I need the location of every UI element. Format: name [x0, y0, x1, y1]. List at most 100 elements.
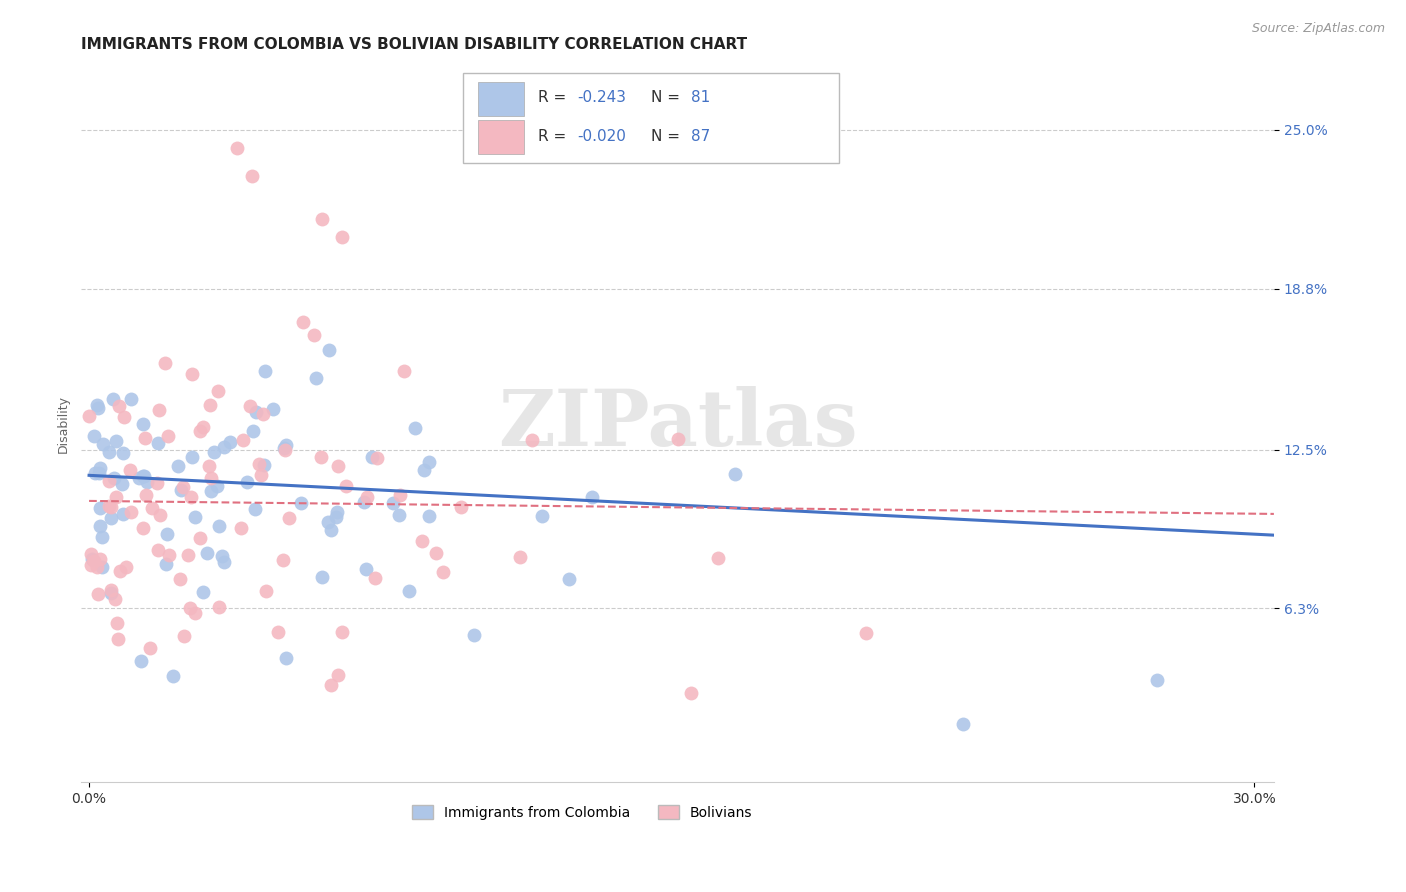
Point — [100, 500, 122, 515]
Point — [112, 446, 135, 460]
Point — [149, 508, 172, 522]
Text: R =: R = — [538, 90, 571, 105]
Point — [262, 402, 284, 417]
Point — [276, 438, 298, 452]
Point — [316, 515, 339, 529]
Point — [274, 651, 297, 665]
Point — [115, 560, 138, 574]
Point — [156, 429, 179, 443]
Point — [271, 552, 294, 566]
Point — [249, 457, 271, 471]
Point — [724, 467, 747, 481]
Point — [326, 505, 349, 519]
Point — [277, 511, 299, 525]
Point — [105, 615, 128, 630]
Point — [91, 530, 114, 544]
Point — [404, 420, 426, 434]
Point — [120, 505, 142, 519]
Point — [335, 479, 357, 493]
Point — [418, 509, 440, 524]
Point — [520, 433, 543, 447]
Point — [89, 518, 111, 533]
FancyBboxPatch shape — [478, 120, 524, 154]
Point — [104, 434, 127, 449]
Text: N =: N = — [651, 90, 685, 105]
Point — [146, 436, 169, 450]
Point — [157, 548, 180, 562]
Point — [309, 450, 332, 464]
Point — [235, 475, 257, 490]
Point — [398, 583, 420, 598]
Text: ZIPatlas: ZIPatlas — [498, 386, 858, 462]
Point — [87, 466, 110, 480]
Point — [87, 587, 110, 601]
Point — [134, 431, 156, 445]
Point — [530, 509, 553, 524]
Point — [311, 569, 333, 583]
Point — [132, 469, 155, 483]
Point — [100, 511, 122, 525]
Point — [110, 564, 132, 578]
Point — [193, 419, 215, 434]
Point — [183, 509, 205, 524]
Point — [97, 475, 120, 489]
Point — [169, 483, 191, 497]
Point — [450, 500, 472, 514]
Point — [89, 461, 111, 475]
Point — [305, 370, 328, 384]
Point — [162, 669, 184, 683]
Point — [103, 392, 125, 406]
Point — [207, 384, 229, 398]
Point — [188, 424, 211, 438]
Point — [200, 399, 222, 413]
Point — [128, 471, 150, 485]
Point — [219, 434, 242, 449]
Point — [707, 550, 730, 565]
Point — [180, 367, 202, 381]
Point — [112, 410, 135, 425]
Point — [108, 399, 131, 413]
Point — [156, 527, 179, 541]
Point — [364, 571, 387, 585]
Text: Source: ZipAtlas.com: Source: ZipAtlas.com — [1251, 22, 1385, 36]
Point — [205, 479, 228, 493]
Point — [177, 548, 200, 562]
Point — [202, 445, 225, 459]
Point — [432, 565, 454, 579]
Point — [100, 582, 122, 597]
Point — [188, 532, 211, 546]
Point — [86, 559, 108, 574]
Point — [141, 501, 163, 516]
Text: 87: 87 — [690, 129, 710, 145]
Point — [84, 467, 107, 481]
Point — [198, 458, 221, 473]
Point — [328, 668, 350, 682]
Point — [232, 434, 254, 448]
Point — [253, 458, 276, 473]
Point — [183, 606, 205, 620]
Point — [80, 552, 103, 566]
Point — [666, 433, 689, 447]
Point — [172, 480, 194, 494]
Point — [195, 546, 218, 560]
Point — [273, 441, 295, 455]
Point — [200, 484, 222, 499]
Point — [105, 490, 128, 504]
Point — [107, 632, 129, 647]
Point — [155, 356, 177, 370]
Point — [146, 542, 169, 557]
Point — [239, 399, 262, 413]
Point — [388, 508, 411, 522]
Point — [509, 549, 531, 564]
Point — [240, 169, 263, 183]
Point — [325, 510, 347, 524]
Text: -0.243: -0.243 — [578, 90, 627, 105]
Point — [394, 364, 416, 378]
Point — [1146, 673, 1168, 687]
Point — [319, 678, 342, 692]
Point — [120, 463, 142, 477]
Point — [388, 488, 411, 502]
Point — [581, 490, 603, 504]
Point — [208, 518, 231, 533]
Point — [229, 521, 252, 535]
